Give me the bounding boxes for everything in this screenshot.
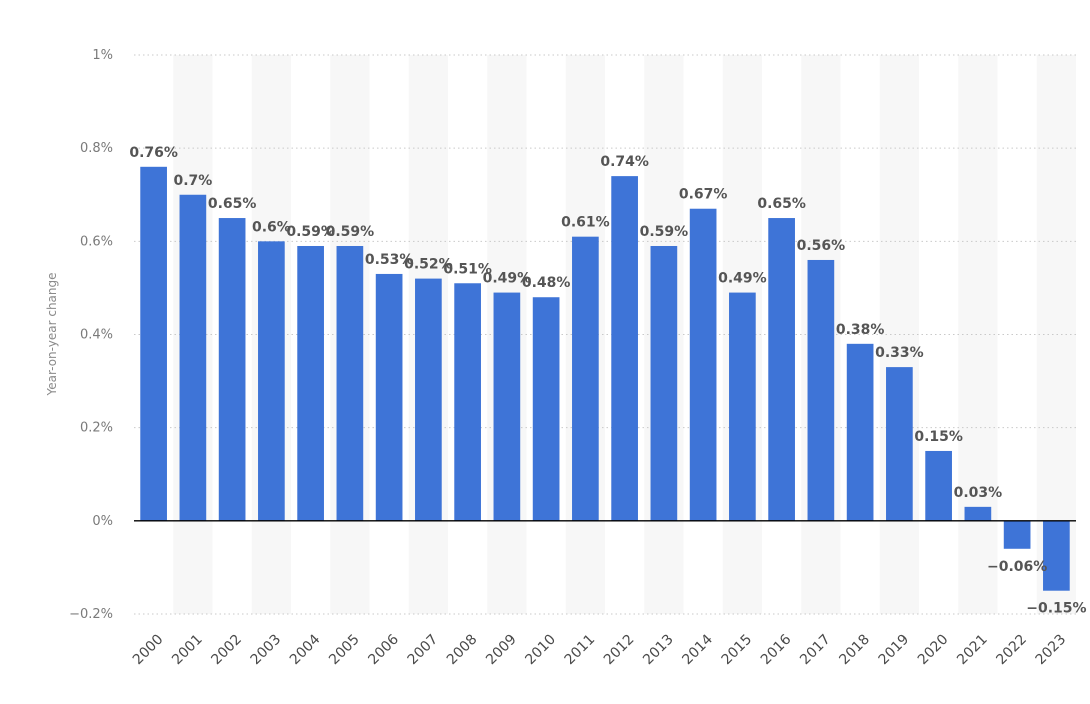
- bar-2022: [1003, 520, 1031, 549]
- x-tick-label: 2011: [562, 632, 599, 669]
- x-tick-label: 2013: [640, 632, 677, 669]
- data-label-2000: 0.76%: [129, 145, 178, 161]
- bar-2003: [258, 241, 285, 521]
- bar-2017: [807, 259, 835, 521]
- x-tick-label: 2018: [836, 632, 873, 669]
- data-label-2015: 0.49%: [718, 271, 767, 287]
- x-tick-label: 2017: [797, 632, 834, 669]
- x-tick-label: 2003: [248, 632, 285, 669]
- y-tick-label: −0.2%: [69, 607, 113, 622]
- bar-2004: [297, 245, 324, 521]
- y-tick-label: 0.4%: [80, 328, 113, 343]
- bar-2011: [572, 236, 599, 521]
- bar-2020: [925, 450, 952, 521]
- y-tick-label: 0.8%: [80, 141, 113, 156]
- bar-2007: [415, 278, 442, 521]
- bar-2002: [218, 218, 246, 521]
- x-tick-label: 2010: [522, 632, 559, 669]
- x-tick-label: 2006: [365, 631, 402, 668]
- bar-2015: [729, 292, 756, 521]
- bar-2008: [454, 283, 481, 521]
- x-tick-label: 2008: [444, 632, 481, 669]
- data-label-2019: 0.33%: [875, 345, 924, 361]
- column-band: [958, 55, 998, 614]
- x-tick-label: 2012: [601, 632, 638, 669]
- x-tick-label: 2021: [954, 632, 991, 669]
- data-label-2012: 0.74%: [600, 154, 649, 170]
- data-label-2017: 0.56%: [797, 238, 846, 254]
- y-tick-label: 1%: [92, 48, 113, 63]
- bar-2014: [689, 208, 717, 521]
- bar-2019: [886, 367, 913, 521]
- bar-2006: [375, 273, 403, 521]
- x-tick-label: 2007: [405, 632, 442, 669]
- data-label-2004: 0.59%: [286, 224, 335, 240]
- data-label-2020: 0.15%: [914, 429, 963, 445]
- data-labels: 0.76%0.7%0.65%0.6%0.59%0.59%0.53%0.52%0.…: [129, 145, 1086, 617]
- data-label-2008: 0.51%: [443, 261, 492, 277]
- data-label-2021: 0.03%: [954, 485, 1003, 501]
- data-label-2018: 0.38%: [836, 322, 885, 338]
- x-tick-label: 2004: [287, 631, 324, 668]
- x-tick-label: 2014: [679, 631, 716, 668]
- y-tick-label: 0.2%: [80, 421, 113, 436]
- bar-2013: [650, 245, 678, 521]
- bar-2005: [336, 245, 364, 521]
- bar-2000: [140, 166, 167, 521]
- data-label-2014: 0.67%: [679, 187, 728, 203]
- x-tick-label: 2015: [719, 632, 756, 669]
- y-axis-title: Year-on-year change: [45, 272, 59, 396]
- data-label-2016: 0.65%: [757, 196, 806, 212]
- x-tick-label: 2002: [208, 632, 245, 669]
- data-label-2003: 0.6%: [252, 219, 291, 235]
- x-axis-tick-labels: 2000 2001 2002 2003 2004 2005 2006 2007 2008 2009…: [130, 631, 1069, 668]
- x-tick-label: 2005: [326, 632, 363, 669]
- x-tick-label: 2019: [876, 632, 913, 669]
- bar-2012: [611, 176, 638, 521]
- data-label-2022: −0.06%: [987, 559, 1047, 575]
- bar-2023: [1043, 520, 1070, 591]
- y-axis-tick-labels: −0.2% 0% 0.2% 0.4% 0.6% 0.8% 1%: [69, 48, 113, 622]
- data-label-2005: 0.59%: [326, 224, 375, 240]
- data-label-2007: 0.52%: [404, 257, 453, 273]
- bar-2010: [532, 297, 560, 521]
- data-label-2010: 0.48%: [522, 275, 571, 291]
- bar-2016: [768, 218, 795, 521]
- data-label-2011: 0.61%: [561, 215, 610, 231]
- bar-2001: [179, 194, 207, 521]
- data-label-2023: −0.15%: [1026, 601, 1086, 617]
- bars: [140, 166, 1070, 591]
- data-label-2002: 0.65%: [208, 196, 257, 212]
- data-label-2001: 0.7%: [173, 173, 212, 189]
- data-label-2013: 0.59%: [640, 224, 689, 240]
- x-tick-label: 2016: [758, 631, 795, 668]
- x-tick-label: 2023: [1033, 632, 1070, 669]
- bar-2009: [493, 292, 521, 521]
- bar-2018: [846, 343, 874, 521]
- x-tick-label: 2001: [169, 632, 206, 669]
- x-tick-label: 2020: [915, 632, 952, 669]
- y-tick-label: 0%: [92, 514, 113, 529]
- data-label-2006: 0.53%: [365, 252, 414, 268]
- x-tick-label: 2009: [483, 632, 520, 669]
- y-tick-label: 0.6%: [80, 234, 113, 249]
- x-tick-label: 2022: [993, 632, 1030, 669]
- bar-2021: [964, 506, 992, 521]
- x-tick-label: 2000: [130, 632, 167, 669]
- data-label-2009: 0.49%: [483, 271, 532, 287]
